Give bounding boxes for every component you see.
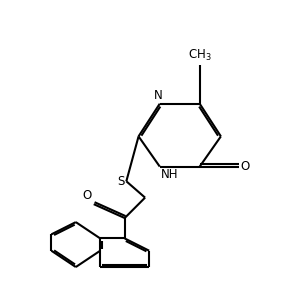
Text: O: O (241, 160, 250, 173)
Text: S: S (117, 175, 124, 188)
Text: CH$_3$: CH$_3$ (188, 48, 211, 63)
Text: NH: NH (161, 168, 178, 181)
Text: N: N (154, 89, 163, 102)
Text: O: O (83, 189, 92, 202)
